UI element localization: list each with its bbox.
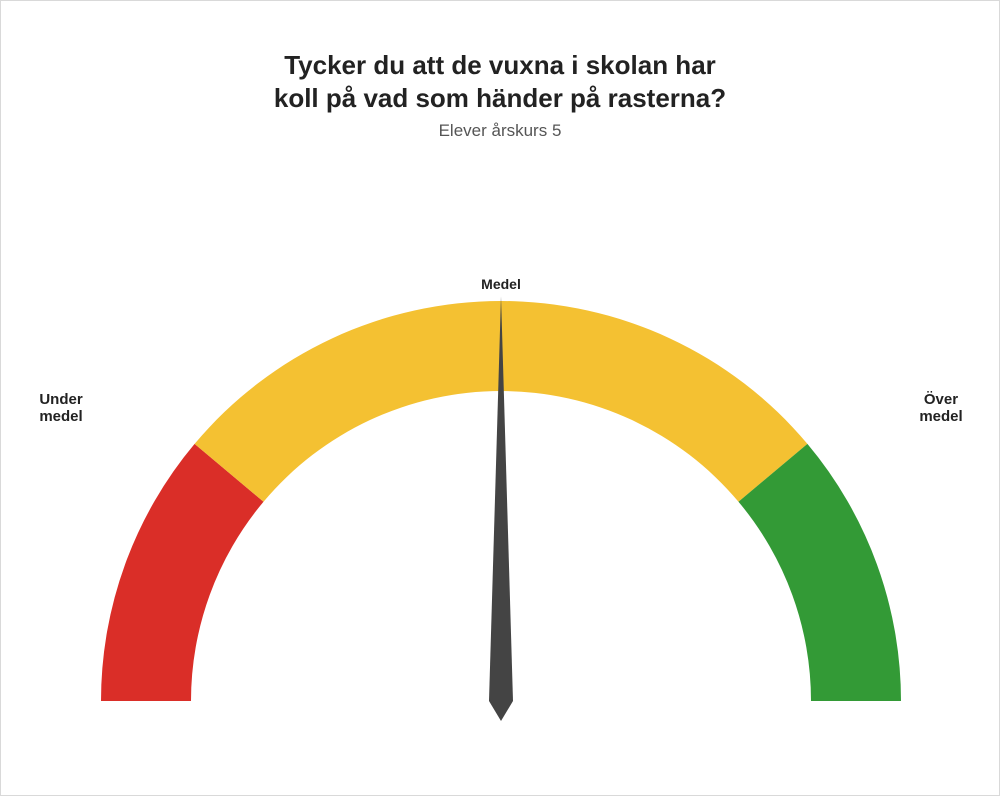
label-medel: Medel [441,276,561,292]
chart-frame: Tycker du att de vuxna i skolan har koll… [0,0,1000,796]
gauge-segment-over [738,444,901,701]
label-under-medel: Under medel [1,391,121,426]
gauge-chart [1,1,1000,797]
gauge-segment-under [101,444,264,701]
gauge-container: Under medel Medel Över medel [1,1,999,797]
label-over-medel: Över medel [881,391,1000,426]
